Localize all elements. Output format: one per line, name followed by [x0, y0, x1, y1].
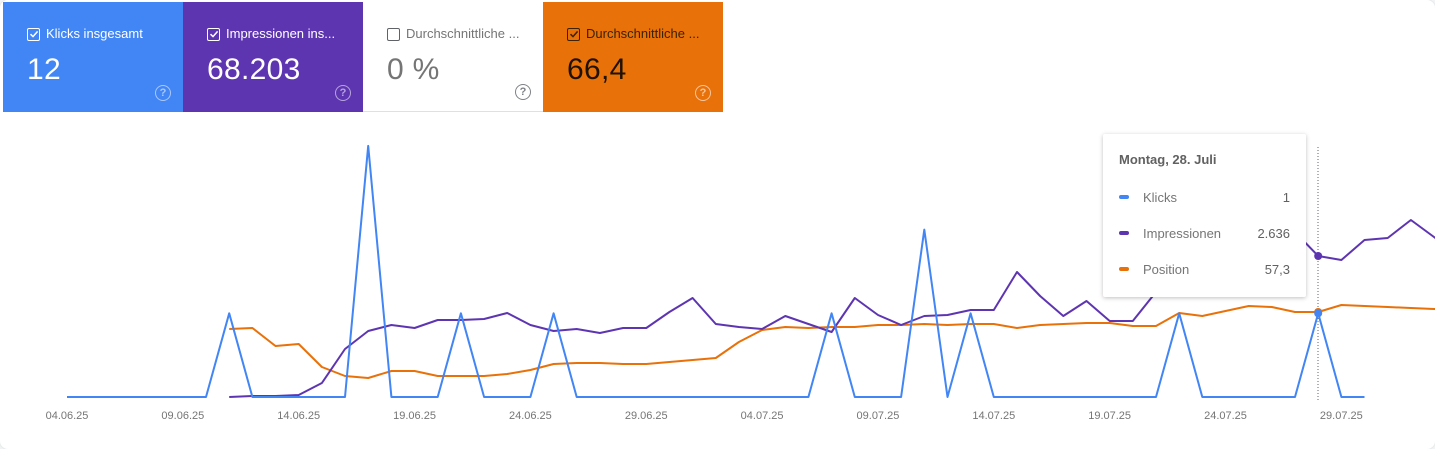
checkbox-checked-icon[interactable] — [27, 27, 40, 41]
metric-value: 68.203 — [207, 53, 301, 86]
tooltip-date: Montag, 28. Juli — [1119, 152, 1217, 167]
x-tick-label: 29.06.25 — [624, 410, 668, 422]
help-icon[interactable]: ? — [155, 85, 171, 101]
series-line-position — [229, 304, 1435, 379]
x-tick-label: 19.06.25 — [393, 410, 436, 422]
x-tick-label: 14.07.25 — [972, 410, 1016, 422]
tooltip-row-position: Position 57,3 — [1119, 251, 1290, 287]
x-tick-label: 29.07.25 — [1319, 410, 1363, 422]
x-tick-label: 04.07.25 — [740, 410, 784, 422]
metric-value: 0 % — [387, 53, 440, 86]
metric-label: Durchschnittliche ... — [586, 26, 700, 41]
chart-tooltip: Montag, 28. Juli Klicks 1 Impressionen 2… — [1103, 134, 1306, 297]
hover-point-icon — [1314, 309, 1323, 318]
metric-cards: Klicks insgesamt 12 ? Impressionen ins..… — [3, 2, 723, 112]
checkbox-checked-icon[interactable] — [207, 27, 220, 41]
hover-point-icon — [1314, 252, 1323, 260]
checkbox-unchecked-icon[interactable] — [387, 27, 400, 41]
metric-label: Klicks insgesamt — [46, 26, 143, 41]
tooltip-row-impressions: Impressionen 2.636 — [1119, 215, 1290, 251]
metric-value: 66,4 — [567, 53, 627, 86]
metric-label: Impressionen ins... — [226, 26, 336, 41]
x-tick-label: 24.06.25 — [508, 410, 552, 422]
series-swatch-icon — [1119, 231, 1129, 235]
tooltip-row-clicks: Klicks 1 — [1119, 179, 1290, 215]
x-tick-label: 24.07.25 — [1204, 410, 1247, 422]
metric-card-position[interactable]: Durchschnittliche ... 66,4 ? — [543, 2, 723, 112]
metric-card-clicks[interactable]: Klicks insgesamt 12 ? — [3, 2, 183, 112]
series-swatch-icon — [1119, 195, 1129, 199]
series-line-klicks — [67, 144, 1365, 398]
help-icon[interactable]: ? — [335, 85, 351, 101]
x-tick-label: 04.06.25 — [45, 410, 89, 422]
x-tick-label: 09.07.25 — [856, 410, 900, 422]
x-tick-label: 19.07.25 — [1088, 410, 1132, 422]
metric-value: 12 — [27, 53, 61, 86]
checkbox-checked-icon[interactable] — [567, 27, 580, 41]
metric-label: Durchschnittliche ... — [406, 26, 520, 41]
metric-card-ctr[interactable]: Durchschnittliche ... 0 % ? — [363, 2, 543, 112]
series-swatch-icon — [1119, 267, 1129, 271]
x-tick-label: 14.06.25 — [277, 410, 321, 422]
x-tick-label: 09.06.25 — [161, 410, 205, 422]
help-icon[interactable]: ? — [515, 84, 531, 100]
help-icon[interactable]: ? — [695, 85, 711, 101]
metric-card-impressions[interactable]: Impressionen ins... 68.203 ? — [183, 2, 363, 112]
